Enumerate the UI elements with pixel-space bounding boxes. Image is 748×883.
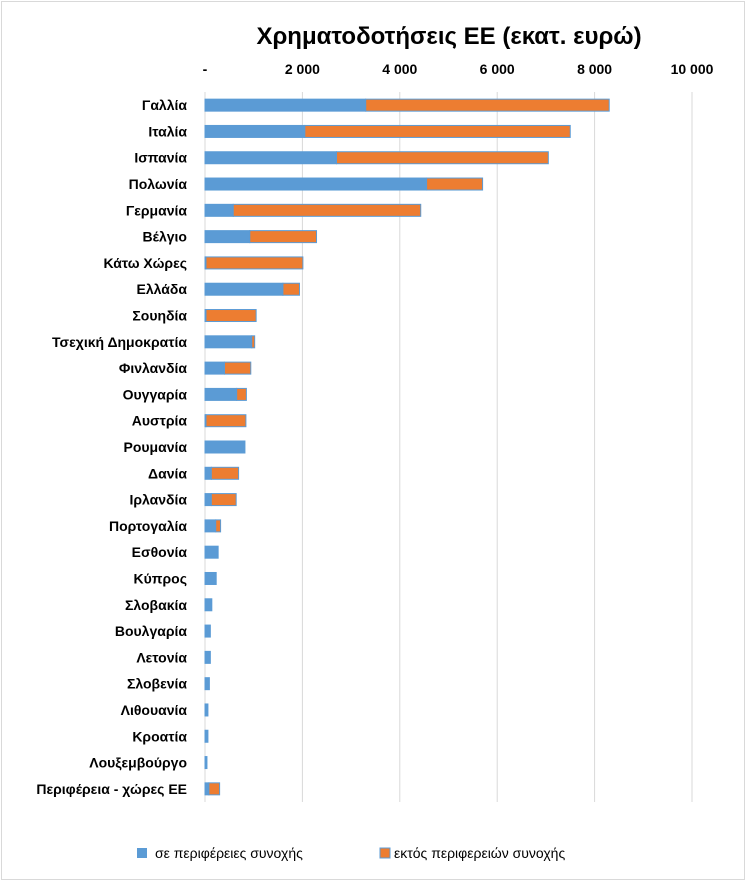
y-axis-labels: Γαλλία Ιταλία Ισπανία Πολωνία Γερμανία Βέλγιο… bbox=[36, 97, 187, 797]
x-tick-label: 4 000 bbox=[382, 61, 417, 77]
bar-cohesion bbox=[204, 650, 211, 664]
legend: σε περιφέρειες συνοχής εκτός περιφερειών… bbox=[137, 845, 565, 861]
bar-cohesion bbox=[204, 440, 246, 454]
y-category-label: Λιθουανία bbox=[121, 702, 188, 718]
bar-non-cohesion bbox=[205, 309, 257, 323]
bar-cohesion bbox=[204, 624, 211, 638]
gridlines bbox=[204, 92, 693, 802]
bar-non-cohesion bbox=[236, 387, 247, 401]
y-category-label: Ιταλία bbox=[148, 123, 187, 139]
y-category-label: Ελλάδα bbox=[137, 281, 188, 297]
x-tick-label: - bbox=[203, 61, 208, 77]
bar-non-cohesion bbox=[205, 256, 304, 270]
bar-cohesion bbox=[204, 782, 210, 796]
bar-cohesion bbox=[204, 756, 208, 770]
bar-cohesion bbox=[204, 493, 212, 507]
bar-non-cohesion bbox=[232, 203, 422, 217]
legend-label-non-cohesion: εκτός περιφερειών συνοχής bbox=[394, 845, 565, 861]
x-tick-label: 10 000 bbox=[671, 61, 714, 77]
bar-non-cohesion bbox=[426, 177, 484, 191]
legend-swatch-non-cohesion bbox=[379, 847, 391, 859]
bar-non-cohesion bbox=[215, 519, 222, 533]
y-category-label: Βέλγιο bbox=[143, 229, 187, 245]
bar-non-cohesion bbox=[223, 361, 252, 375]
legend-swatch-cohesion bbox=[137, 848, 147, 858]
bar-cohesion bbox=[204, 282, 284, 296]
bar-cohesion bbox=[204, 466, 212, 480]
y-category-label: Ουγγαρία bbox=[123, 386, 188, 402]
bar-cohesion bbox=[204, 729, 209, 743]
bar-cohesion bbox=[204, 335, 253, 349]
bar-cohesion bbox=[204, 124, 306, 138]
y-category-label: Λουξεμβούργο bbox=[89, 755, 187, 771]
chart-title: Χρηματοδοτήσεις ΕΕ (εκατ. ευρώ) bbox=[256, 23, 641, 50]
bar-cohesion bbox=[204, 598, 213, 612]
y-category-label: Ρουμανία bbox=[124, 439, 188, 455]
bar-non-cohesion bbox=[365, 98, 610, 112]
bar-cohesion bbox=[204, 203, 234, 217]
x-axis-ticks: - 2 000 4 000 6 000 8 000 10 000 bbox=[203, 61, 714, 77]
x-tick-label: 2 000 bbox=[285, 61, 320, 77]
bar-cohesion bbox=[204, 677, 210, 691]
bar-cohesion bbox=[204, 177, 428, 191]
bar-cohesion bbox=[204, 151, 337, 165]
bar-cohesion bbox=[204, 361, 225, 375]
y-category-label: Γερμανία bbox=[126, 202, 188, 218]
bar-cohesion bbox=[204, 387, 238, 401]
bar-non-cohesion bbox=[205, 414, 247, 428]
y-category-label: Περιφέρεια - χώρες ΕΕ bbox=[36, 781, 187, 797]
bar-non-cohesion bbox=[335, 151, 549, 165]
x-tick-label: 6 000 bbox=[480, 61, 515, 77]
legend-label-cohesion: σε περιφέρειες συνοχής bbox=[155, 845, 303, 861]
bar-non-cohesion bbox=[304, 124, 571, 138]
y-category-label: Κάτω Χώρες bbox=[103, 255, 187, 271]
y-category-label: Εσθονία bbox=[132, 544, 188, 560]
bar-cohesion bbox=[204, 230, 251, 244]
y-category-label: Σουηδία bbox=[132, 308, 187, 324]
y-category-label: Γαλλία bbox=[142, 97, 187, 113]
y-category-label: Κύπρος bbox=[134, 570, 187, 586]
bar-non-cohesion bbox=[249, 230, 318, 244]
y-category-label: Λετονία bbox=[136, 649, 187, 665]
y-category-label: Πολωνία bbox=[129, 176, 188, 192]
y-category-label: Κροατία bbox=[132, 728, 187, 744]
y-category-label: Πορτογαλία bbox=[109, 518, 187, 534]
y-category-label: Αυστρία bbox=[132, 413, 188, 429]
bar-non-cohesion bbox=[282, 282, 300, 296]
y-category-label: Σλοβακία bbox=[125, 597, 187, 613]
bar-non-cohesion bbox=[251, 335, 256, 349]
x-tick-label: 8 000 bbox=[577, 61, 612, 77]
bar-cohesion bbox=[204, 519, 217, 533]
y-category-label: Τσεχική Δημοκρατία bbox=[52, 334, 187, 350]
bar-non-cohesion bbox=[210, 493, 237, 507]
bar-cohesion bbox=[204, 98, 367, 112]
y-category-label: Δανία bbox=[148, 465, 187, 481]
y-category-label: Ιρλανδία bbox=[129, 492, 187, 508]
bar-non-cohesion bbox=[208, 782, 221, 796]
y-category-label: Σλοβενία bbox=[127, 676, 187, 692]
y-category-label: Φινλανδία bbox=[119, 360, 188, 376]
bars bbox=[204, 98, 610, 796]
y-category-label: Βουλγαρία bbox=[115, 623, 188, 639]
bar-cohesion bbox=[204, 571, 217, 585]
y-category-label: Ισπανία bbox=[134, 150, 187, 166]
bar-cohesion bbox=[204, 545, 219, 559]
bar-non-cohesion bbox=[210, 466, 240, 480]
bar-cohesion bbox=[204, 703, 209, 717]
